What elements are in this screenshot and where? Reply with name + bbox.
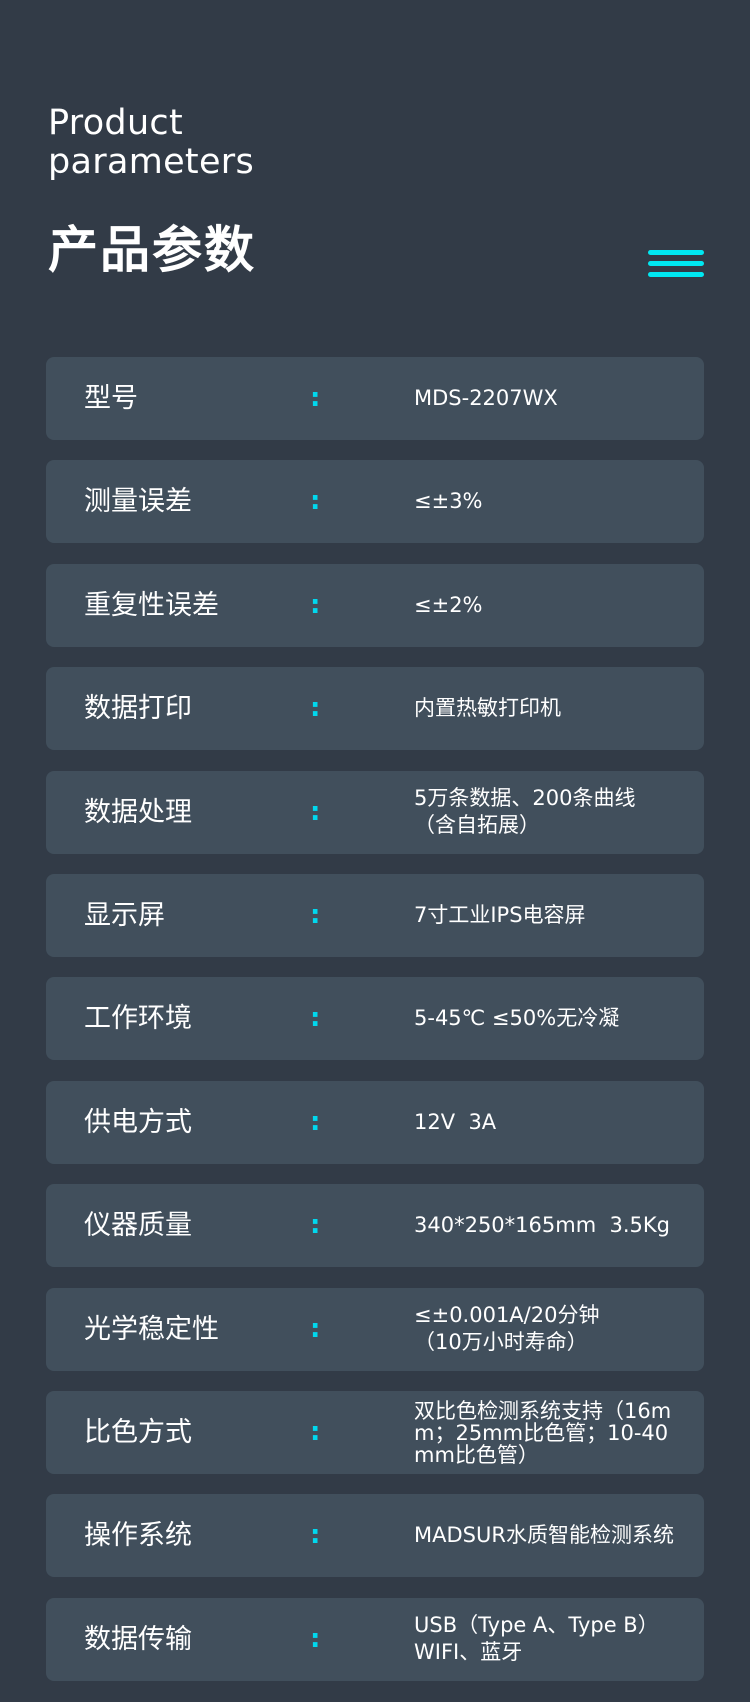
page-title-english: Product parameters <box>48 104 254 182</box>
parameter-value: 5万条数据、200条曲线 （含自拓展） <box>414 771 704 854</box>
separator-colon: : <box>310 1003 321 1034</box>
parameter-label: 显示屏 <box>84 900 165 931</box>
title-en-line2: parameters <box>48 142 255 182</box>
separator-colon: : <box>310 486 321 517</box>
separator-colon: : <box>310 796 321 827</box>
parameter-value-line: MDS-2207WX <box>414 386 558 410</box>
parameter-value: 340*250*165mm 3.5Kg <box>414 1184 704 1267</box>
parameter-value-line: ≤±0.001A/20分钟 <box>414 1303 600 1328</box>
parameter-value: ≤±2% <box>414 564 704 647</box>
parameter-row: 重复性误差: ≤±2% <box>46 563 704 647</box>
parameter-row: 供电方式: 12V 3A <box>46 1080 704 1164</box>
parameter-row: 光学稳定性: ≤±0.001A/20分钟 （10万小时寿命） <box>46 1287 704 1371</box>
hamburger-menu-icon[interactable] <box>648 250 704 278</box>
parameter-label: 操作系统 <box>84 1520 192 1552</box>
parameter-value: 7寸工业IPS电容屏 <box>414 874 704 957</box>
parameter-value-line: USB（Type A、Type B） <box>414 1613 659 1638</box>
parameter-label: 重复性误差 <box>84 589 219 621</box>
parameter-row: 测量误差: ≤±3% <box>46 460 704 544</box>
parameter-value: ≤±0.001A/20分钟 （10万小时寿命） <box>414 1288 704 1371</box>
separator-colon: : <box>310 693 321 724</box>
parameter-value-line: MADSUR水质智能检测系统 <box>414 1523 674 1548</box>
page-title-chinese: 产品参数 <box>48 221 256 279</box>
parameter-row: 操作系统: MADSUR水质智能检测系统 <box>46 1494 704 1578</box>
parameter-row: 工作环境: 5-45℃ ≤50%无冷凝 <box>46 977 704 1061</box>
parameter-value: 5-45℃ ≤50%无冷凝 <box>414 977 704 1060</box>
parameter-value-line: 7寸工业IPS电容屏 <box>414 903 586 927</box>
separator-colon: : <box>310 1210 321 1241</box>
parameter-value-line: ≤±3% <box>414 489 483 514</box>
parameter-value-line: 340*250*165mm 3.5Kg <box>414 1213 671 1238</box>
parameter-row: 数据传输: USB（Type A、Type B） WIFI、蓝牙 <box>46 1597 704 1681</box>
separator-colon: : <box>310 383 321 413</box>
separator-colon: : <box>310 1623 321 1654</box>
parameter-value-line: 内置热敏打印机 <box>414 696 561 721</box>
parameter-value-line: 5-45℃ ≤50%无冷凝 <box>414 1006 620 1031</box>
parameter-value: 内置热敏打印机 <box>414 667 704 750</box>
parameter-value-line: 双比色检测系统支持（16m <box>414 1398 672 1423</box>
parameter-row: 数据处理: 5万条数据、200条曲线 （含自拓展） <box>46 770 704 854</box>
separator-colon: : <box>310 1520 321 1551</box>
parameter-value-line: （10万小时寿命） <box>414 1330 588 1355</box>
parameter-value: MADSUR水质智能检测系统 <box>414 1494 704 1577</box>
parameter-value: USB（Type A、Type B） WIFI、蓝牙 <box>414 1598 704 1681</box>
parameter-value-line: （含自拓展） <box>414 813 540 838</box>
parameter-value-line: mm比色管） <box>414 1442 539 1467</box>
parameter-label: 仪器质量 <box>84 1210 192 1242</box>
parameter-label: 数据传输 <box>84 1623 192 1655</box>
separator-colon: : <box>310 1106 321 1137</box>
parameter-label: 工作环境 <box>84 1003 192 1035</box>
parameter-label: 型号 <box>84 383 138 414</box>
parameter-value-line: m；25mm比色管；10-40 <box>414 1420 669 1445</box>
parameter-label: 光学稳定性 <box>84 1313 219 1345</box>
parameter-row: 数据打印: 内置热敏打印机 <box>46 667 704 751</box>
parameter-label: 数据打印 <box>84 693 192 725</box>
parameter-value: 双比色检测系统支持（16m m；25mm比色管；10-40 mm比色管） <box>414 1391 704 1474</box>
parameter-row: 仪器质量: 340*250*165mm 3.5Kg <box>46 1184 704 1268</box>
parameter-value-line: 5万条数据、200条曲线 <box>414 786 636 811</box>
parameter-value: 12V 3A <box>414 1081 704 1164</box>
title-en-line1: Product <box>48 103 183 143</box>
parameter-value-line: ≤±2% <box>414 592 483 617</box>
separator-colon: : <box>310 1417 321 1447</box>
parameter-value: MDS-2207WX <box>414 357 704 440</box>
separator-colon: : <box>310 589 321 620</box>
parameter-value: ≤±3% <box>414 460 704 543</box>
parameter-value-line: WIFI、蓝牙 <box>414 1640 523 1665</box>
parameter-value-line: 12V 3A <box>414 1109 497 1134</box>
separator-colon: : <box>310 900 321 930</box>
parameter-label: 比色方式 <box>84 1417 192 1448</box>
parameter-row: 显示屏: 7寸工业IPS电容屏 <box>46 874 704 957</box>
parameter-row: 型号: MDS-2207WX <box>46 357 704 440</box>
parameter-row: 比色方式: 双比色检测系统支持（16m m；25mm比色管；10-40 mm比色管） <box>46 1391 704 1474</box>
separator-colon: : <box>310 1313 321 1344</box>
parameter-label: 数据处理 <box>84 796 192 828</box>
parameter-label: 供电方式 <box>84 1106 192 1138</box>
parameter-label: 测量误差 <box>84 486 192 518</box>
